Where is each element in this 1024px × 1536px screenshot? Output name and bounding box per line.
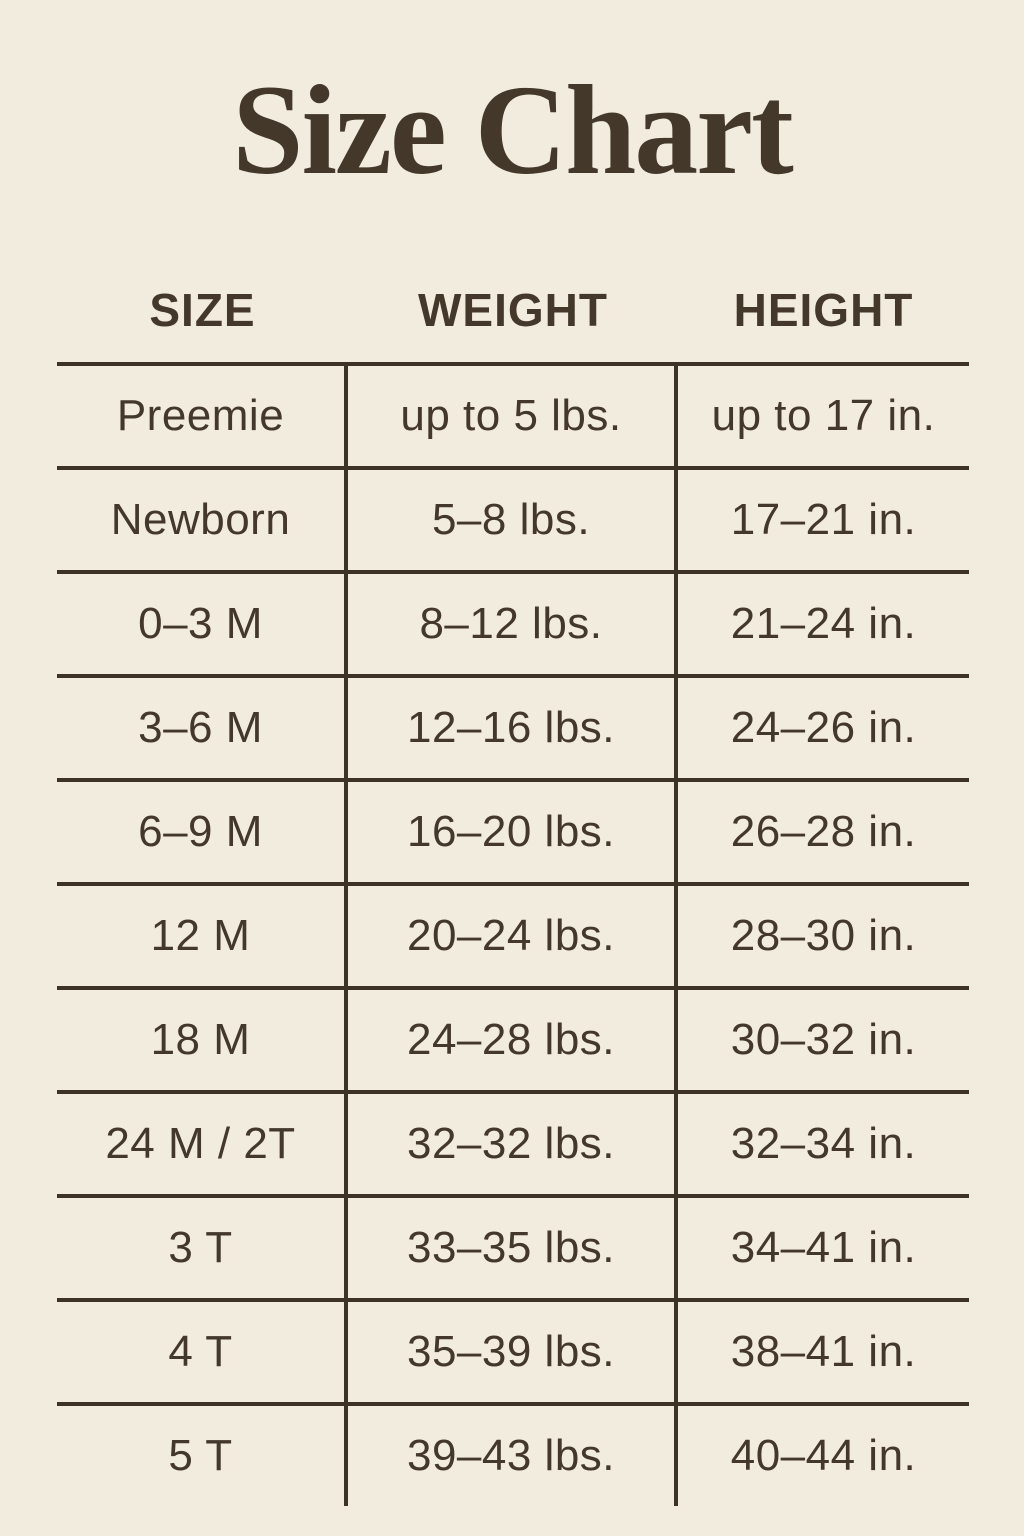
size-cell: 3 T	[57, 1198, 348, 1298]
table-row: 24 M / 2T 32–32 lbs. 32–34 in.	[57, 1094, 969, 1198]
height-column-header: HEIGHT	[733, 284, 914, 336]
table-row: 5 T 39–43 lbs. 40–44 in.	[57, 1406, 969, 1506]
weight-cell: 32–32 lbs.	[348, 1094, 678, 1194]
weight-cell: 16–20 lbs.	[348, 782, 678, 882]
height-cell: 40–44 in.	[730, 1431, 917, 1480]
height-cell: 28–30 in.	[730, 911, 917, 960]
weight-cell: 20–24 lbs.	[348, 886, 678, 986]
size-cell: 24 M / 2T	[57, 1094, 348, 1194]
table-row: 12 M 20–24 lbs. 28–30 in.	[57, 886, 969, 990]
size-cell: 5 T	[57, 1406, 348, 1506]
height-cell: 24–26 in.	[730, 703, 917, 752]
table-row: 0–3 M 8–12 lbs. 21–24 in.	[57, 574, 969, 678]
height-cell: 21–24 in.	[730, 599, 917, 648]
table-body: Preemie up to 5 lbs. up to 17 in. Newborn 5–…	[57, 366, 969, 1506]
size-cell: 0–3 M	[57, 574, 348, 674]
height-cell: 17–21 in.	[730, 495, 917, 544]
weight-cell: 39–43 lbs.	[348, 1406, 678, 1506]
size-column-header: SIZE	[149, 284, 256, 336]
size-cell: 4 T	[57, 1302, 348, 1402]
size-cell: Preemie	[57, 366, 348, 466]
size-cell: Newborn	[57, 470, 348, 570]
page-title: Size Chart	[232, 59, 793, 201]
height-cell: 32–34 in.	[730, 1119, 917, 1168]
table-row: Newborn 5–8 lbs. 17–21 in.	[57, 470, 969, 574]
table-row: 3–6 M 12–16 lbs. 24–26 in.	[57, 678, 969, 782]
table-row: Preemie up to 5 lbs. up to 17 in.	[57, 366, 969, 470]
table-row: 18 M 24–28 lbs. 30–32 in.	[57, 990, 969, 1094]
size-cell: 18 M	[57, 990, 348, 1090]
weight-cell: 24–28 lbs.	[348, 990, 678, 1090]
weight-cell: 8–12 lbs.	[348, 574, 678, 674]
size-cell: 6–9 M	[57, 782, 348, 882]
weight-cell: up to 5 lbs.	[348, 366, 678, 466]
table-row: 6–9 M 16–20 lbs. 26–28 in.	[57, 782, 969, 886]
weight-cell: 5–8 lbs.	[348, 470, 678, 570]
height-cell: 34–41 in.	[730, 1223, 917, 1272]
table-row: 4 T 35–39 lbs. 38–41 in.	[57, 1302, 969, 1406]
weight-cell: 12–16 lbs.	[348, 678, 678, 778]
size-chart-table: SIZE WEIGHT HEIGHT Preemie up to 5 lbs. up t…	[57, 258, 969, 1506]
size-cell: 12 M	[57, 886, 348, 986]
table-header-row: SIZE WEIGHT HEIGHT	[57, 258, 969, 366]
weight-column-header: WEIGHT	[418, 284, 608, 336]
weight-cell: 35–39 lbs.	[348, 1302, 678, 1402]
height-cell: 38–41 in.	[730, 1327, 917, 1376]
height-cell: 30–32 in.	[730, 1015, 917, 1064]
height-cell: up to 17 in.	[711, 391, 936, 440]
height-cell: 26–28 in.	[730, 807, 917, 856]
weight-cell: 33–35 lbs.	[348, 1198, 678, 1298]
table-row: 3 T 33–35 lbs. 34–41 in.	[57, 1198, 969, 1302]
size-cell: 3–6 M	[57, 678, 348, 778]
